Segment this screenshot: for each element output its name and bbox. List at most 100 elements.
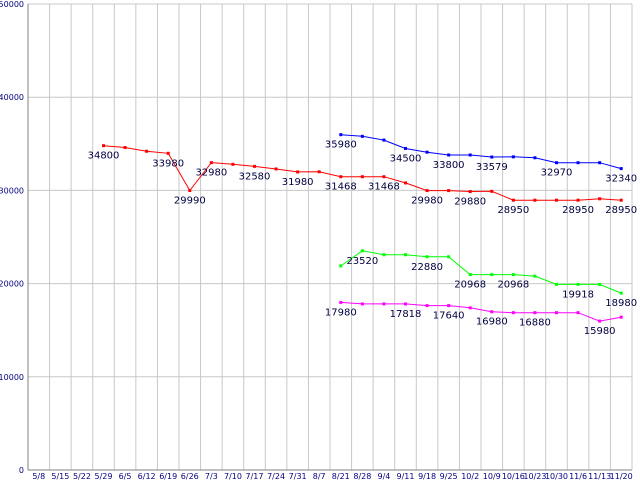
data-point (382, 253, 386, 257)
data-point (598, 282, 602, 286)
series (102, 133, 623, 323)
data-point (511, 273, 515, 277)
data-point (555, 311, 558, 315)
data-point (382, 138, 386, 142)
data-point (490, 189, 494, 193)
x-tick-labels: 5/8 5/15 5/22 5/29 6/5 6/12 6/19 6/26 7/3 7/10 7/1… (32, 472, 632, 480)
data-point (619, 315, 623, 319)
x-tick-label: 5/15 (51, 472, 69, 480)
x-tick-label: 7/24 (267, 472, 285, 480)
axes (27, 4, 632, 471)
data-point (360, 249, 364, 253)
data-point (382, 302, 386, 306)
x-tick-label: 10/23 (523, 472, 546, 480)
data-point (102, 144, 105, 148)
data-point (425, 189, 429, 193)
data-point (555, 198, 558, 202)
x-tick-label: 6/12 (138, 472, 156, 480)
y-tick-label: 30000 (0, 186, 24, 195)
data-label: 28950 (497, 205, 529, 216)
data-point (339, 175, 343, 179)
data-point (425, 255, 429, 259)
x-tick-label: 11/6 (569, 472, 587, 480)
x-tick-label: 6/5 (119, 472, 132, 480)
y-tick-labels: 0 10000 20000 30000 40000 50000 (0, 0, 24, 475)
data-label: 32980 (195, 168, 227, 179)
x-tick-label: 7/10 (224, 472, 242, 480)
x-tick-label: 10/9 (483, 472, 501, 480)
data-point (360, 302, 364, 306)
data-point (274, 167, 278, 171)
data-point (447, 255, 451, 259)
data-point (296, 170, 300, 174)
x-tick-label: 8/7 (313, 472, 326, 480)
y-tick-label: 50000 (0, 0, 24, 9)
data-point (188, 188, 192, 192)
series-line (340, 134, 622, 170)
data-labels: 34800 33980 29990 32980 32580 31980 31468 31468… (88, 140, 638, 337)
data-point (317, 170, 321, 174)
data-point (123, 146, 127, 150)
data-label: 17980 (325, 307, 357, 318)
data-label: 29880 (454, 197, 486, 208)
data-point (145, 149, 149, 153)
data-label: 33579 (476, 162, 508, 173)
data-point (425, 150, 429, 154)
data-label: 19918 (562, 289, 594, 300)
data-label: 16980 (476, 317, 508, 328)
data-point (468, 153, 472, 157)
series-line (340, 250, 622, 294)
data-label: 33980 (152, 158, 184, 169)
data-label: 33800 (433, 160, 465, 171)
data-point (533, 274, 537, 278)
data-label: 31468 (368, 182, 400, 193)
x-tick-label: 9/18 (418, 472, 436, 480)
data-point (447, 153, 451, 157)
x-tick-label: 11/20 (610, 472, 633, 480)
data-label: 34800 (88, 151, 120, 162)
data-point (576, 198, 580, 202)
data-point (598, 197, 602, 201)
data-point (533, 198, 537, 202)
data-point (619, 198, 623, 202)
x-tick-label: 9/11 (397, 472, 415, 480)
data-point (447, 304, 451, 308)
data-point (490, 310, 494, 314)
data-point (404, 302, 407, 306)
data-point (447, 189, 451, 193)
data-label: 31468 (325, 182, 357, 193)
data-point (425, 304, 429, 308)
x-tick-label: 10/30 (545, 472, 568, 480)
x-tick-label: 8/28 (353, 472, 371, 480)
x-tick-label: 5/8 (32, 472, 45, 480)
x-tick-label: 6/26 (181, 472, 199, 480)
data-point (576, 282, 580, 286)
y-tick-label: 10000 (0, 373, 24, 382)
data-point (533, 156, 537, 160)
data-point (360, 134, 364, 138)
data-point (404, 253, 407, 257)
series-line (340, 301, 622, 322)
data-point (555, 282, 558, 286)
data-label: 34500 (390, 153, 422, 164)
data-point (339, 300, 343, 304)
x-tick-label: 10/16 (502, 472, 525, 480)
x-tick-label: 7/17 (246, 472, 264, 480)
data-label: 28950 (562, 205, 594, 216)
x-tick-label: 7/3 (205, 472, 218, 480)
y-tick-label: 20000 (0, 280, 24, 289)
data-label: 28950 (605, 205, 637, 216)
x-tick-label: 11/13 (588, 472, 611, 480)
grid (27, 3, 633, 471)
data-label: 35980 (325, 140, 357, 151)
data-point (404, 146, 407, 150)
data-point (619, 291, 623, 295)
x-tick-label: 9/25 (440, 472, 458, 480)
data-label: 20968 (454, 280, 486, 291)
data-point (576, 311, 580, 315)
data-point (619, 167, 623, 171)
data-point (490, 273, 494, 277)
x-tick-label: 5/22 (73, 472, 91, 480)
data-label: 22880 (411, 262, 443, 273)
